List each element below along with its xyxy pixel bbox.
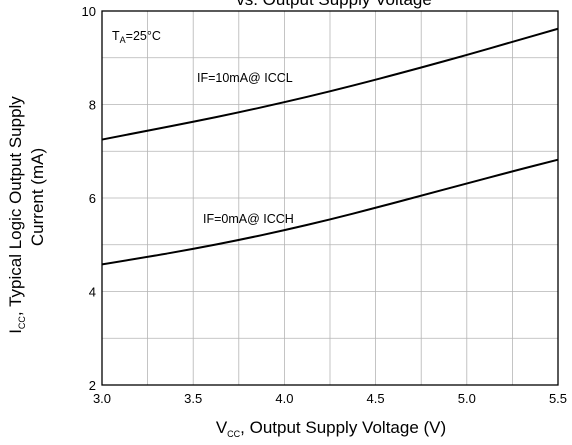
condition-label: TA=25°C <box>112 29 161 45</box>
y-tick-label: 10 <box>82 4 96 19</box>
x-tick-label: 5.0 <box>458 391 476 406</box>
series-group <box>101 27 559 266</box>
grid <box>101 10 559 386</box>
y-tick-label: 4 <box>89 285 96 300</box>
x-tick-label: 4.0 <box>275 391 293 406</box>
x-tick-label: 3.0 <box>93 391 111 406</box>
plot-frame <box>101 10 559 386</box>
y-axis-title-line2: Current (mA) <box>28 148 47 246</box>
y-tick-labels: 2 4 6 8 10 <box>82 4 96 393</box>
x-tick-labels: 3.0 3.5 4.0 4.5 5.0 5.5 <box>93 391 567 406</box>
series-label-iccl: IF=10mA@ ICCL <box>197 71 293 85</box>
series-line-1 <box>101 158 559 266</box>
series-line-0 <box>101 27 559 141</box>
chart-title-partial: vs. Output Supply Voltage <box>236 0 432 9</box>
series-label-icch: IF=0mA@ ICCH <box>203 212 294 226</box>
y-axis-title-line1: ICC, Typical Logic Output Supply <box>6 96 27 334</box>
x-tick-label: 5.5 <box>549 391 567 406</box>
x-axis-title: VCC, Output Supply Voltage (V) <box>216 418 446 439</box>
y-tick-label: 2 <box>89 378 96 393</box>
x-tick-label: 3.5 <box>184 391 202 406</box>
x-tick-label: 4.5 <box>367 391 385 406</box>
y-tick-label: 6 <box>89 191 96 206</box>
y-tick-label: 8 <box>89 98 96 113</box>
